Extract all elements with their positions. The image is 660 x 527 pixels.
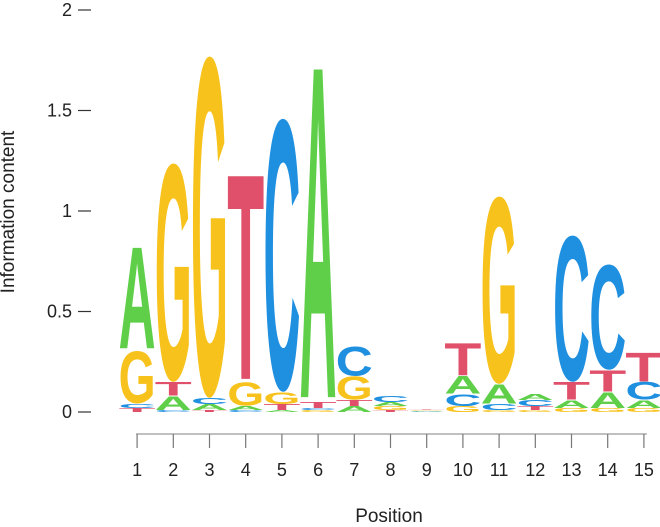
logo-letter-A: A	[191, 402, 228, 411]
logo-letter-G: G	[336, 370, 373, 407]
logo-letter-T: T	[119, 407, 156, 413]
logo-letter-T: T	[227, 113, 264, 443]
logo-letter-A: A	[227, 405, 264, 411]
logo-letter-G: G	[444, 405, 481, 414]
logo-letter-C: C	[227, 409, 264, 412]
logo-letter-C: C	[553, 193, 590, 424]
y-tick-label: 1	[62, 201, 72, 221]
logo-letter-G: G	[553, 407, 590, 413]
logo-letter-T: T	[444, 334, 481, 386]
logo-letter-T: T	[589, 365, 626, 399]
y-tick-label: 0	[62, 402, 72, 422]
x-axis: 1 2 3 4 5 6 7 8 9 10 11 12 13 14 15	[132, 433, 654, 480]
y-tick-label: 1.5	[47, 101, 72, 121]
logo-letter-C: C	[589, 233, 626, 400]
x-tick-label: 15	[634, 460, 654, 480]
logo-letter-G: G	[481, 143, 518, 438]
x-tick-label: 3	[204, 460, 214, 480]
x-tick-label: 8	[385, 460, 395, 480]
logo-letter-A: A	[372, 401, 409, 407]
logo-letter-C: C	[155, 409, 192, 412]
logo-letter-G: G	[155, 99, 192, 444]
y-tick-label: 2	[62, 0, 72, 20]
logo-letter-T: T	[625, 344, 660, 390]
logo-letter-C: C	[625, 378, 660, 406]
logo-letter-A: A	[517, 392, 554, 401]
logo-letter-G: G	[300, 410, 337, 413]
x-axis-label: Position	[355, 506, 423, 527]
y-tick-label: 0.5	[47, 302, 72, 322]
logo-letter-A: A	[155, 393, 192, 414]
logo-letter-C: C	[408, 411, 445, 412]
logo-letter-G: G	[263, 389, 300, 408]
logo-letter-G: G	[227, 376, 264, 413]
logo-letter-A: A	[119, 217, 156, 380]
logo-letter-C: C	[444, 391, 481, 409]
logo-letter-T: T	[517, 405, 554, 411]
x-tick-label: 4	[241, 460, 251, 480]
logo-letter-T: T	[408, 409, 445, 410]
logo-letter-A: A	[625, 398, 660, 410]
x-tick-label: 2	[168, 460, 178, 480]
logo-letter-C: C	[119, 403, 156, 409]
x-tick-label: 5	[277, 460, 287, 480]
logo-letter-G: G	[517, 410, 554, 413]
logo-letter-T: T	[336, 399, 373, 408]
logo-letter-C: C	[263, 40, 300, 470]
logo-letter-G: G	[625, 407, 660, 413]
logo-letter-C: C	[517, 398, 554, 407]
logo-letter-T: T	[300, 401, 337, 410]
y-axis-label: Information content	[0, 130, 19, 293]
logo-letter-G: G	[119, 338, 156, 420]
logo-letter-A: A	[263, 409, 300, 412]
logo-letter-T: T	[372, 410, 409, 413]
x-tick-label: 7	[349, 460, 359, 480]
logo-letter-T: T	[155, 378, 192, 400]
y-axis: 0 0.5 1 1.5 2	[47, 0, 91, 422]
logo-letter-C: C	[191, 396, 228, 405]
logo-letter-A: A	[553, 398, 590, 410]
x-tick-label: 11	[490, 460, 509, 480]
logo-letter-G: G	[372, 405, 409, 411]
logo-letter-C: C	[372, 394, 409, 403]
logo-letter-C: C	[481, 402, 518, 411]
logo-letter-A: A	[300, 0, 337, 498]
x-tick-label: 6	[313, 460, 323, 480]
logo-letter-A: A	[444, 371, 481, 399]
x-tick-label: 14	[598, 460, 618, 480]
x-tick-label: 10	[453, 460, 473, 480]
logo-letter-G: G	[191, 0, 228, 496]
x-tick-label: 13	[561, 460, 581, 480]
logo-letter-G: G	[589, 407, 626, 413]
logo-letter-A: A	[408, 411, 445, 412]
x-tick-label: 9	[422, 460, 432, 480]
logo-letter-T: T	[263, 403, 300, 412]
logo-letter-T: T	[191, 410, 228, 413]
logo-letter-T: T	[553, 377, 590, 405]
x-tick-label: 1	[132, 460, 142, 480]
logo-letter-C: C	[300, 407, 337, 410]
logo-letter-A: A	[589, 388, 626, 413]
logo-letter-A: A	[336, 404, 373, 413]
logo-letter-G: G	[481, 410, 518, 413]
x-tick-label: 12	[525, 460, 545, 480]
logo-letter-G: G	[408, 410, 445, 411]
logo-letter-A: A	[481, 379, 518, 410]
logo-letter-C: C	[336, 338, 373, 384]
